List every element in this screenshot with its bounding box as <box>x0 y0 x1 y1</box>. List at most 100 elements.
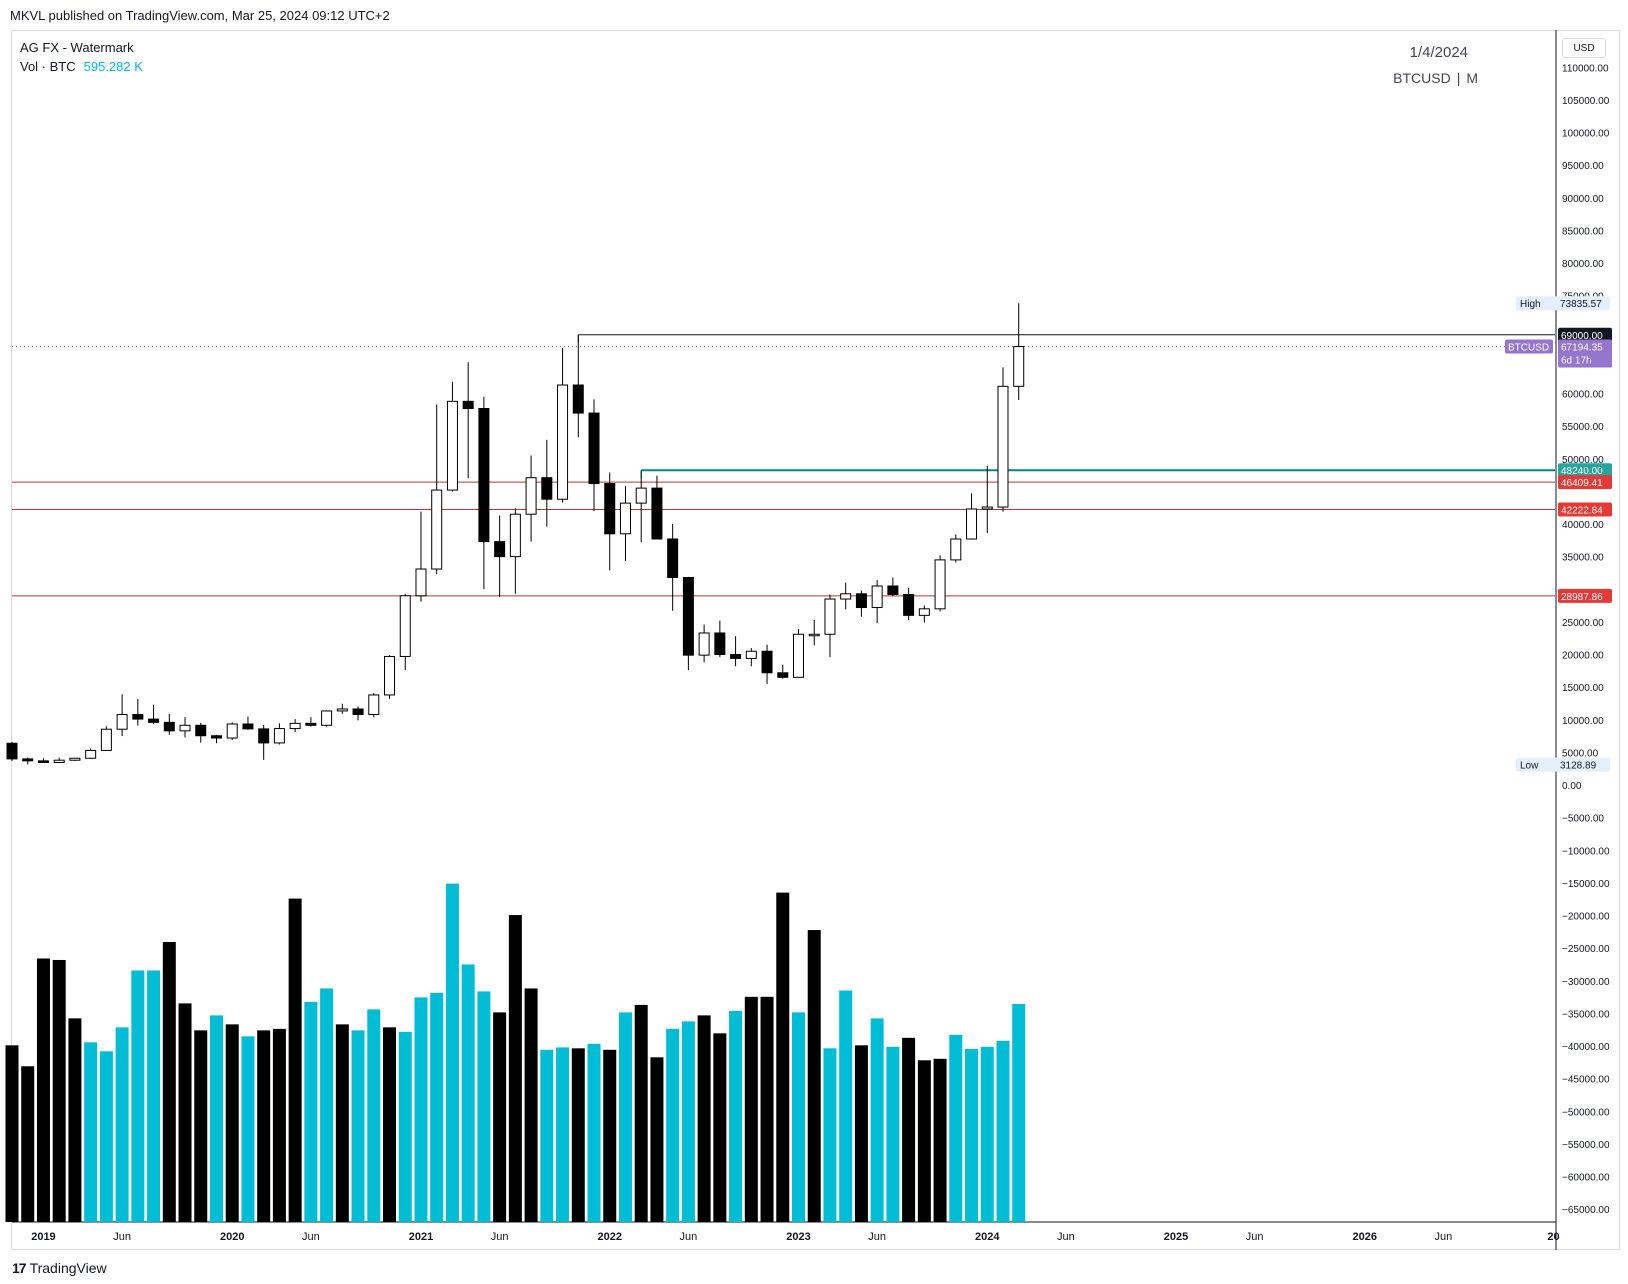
volume-bar <box>445 883 459 1222</box>
candle-body <box>651 487 663 540</box>
volume-bar <box>194 1030 208 1222</box>
candle-body <box>934 559 946 610</box>
price-tick-label: −55000.00 <box>1562 1140 1610 1151</box>
level-price-label-bg <box>1558 475 1612 490</box>
price-tick-label: 20000.00 <box>1562 651 1604 662</box>
time-tick-label: Jun <box>113 1231 131 1243</box>
candle-body <box>336 708 348 712</box>
volume-bar <box>225 1024 239 1222</box>
volume-bar <box>508 915 522 1222</box>
candle-body <box>179 724 191 732</box>
price-tick-label: −25000.00 <box>1562 944 1610 955</box>
time-tick-label: Jun <box>302 1231 320 1243</box>
volume-bar <box>367 1009 381 1222</box>
volume-bar <box>241 1036 255 1222</box>
candle-body <box>981 506 993 510</box>
volume-label: Vol · BTC <box>20 59 76 74</box>
candle-body <box>321 710 333 726</box>
volume-bar <box>493 1012 507 1222</box>
volume-bar <box>304 1001 318 1222</box>
time-tick-label: 2026 <box>1353 1231 1377 1243</box>
price-tick-label: −35000.00 <box>1562 1009 1610 1020</box>
volume-bar <box>430 992 444 1222</box>
volume-bar <box>933 1058 947 1222</box>
level-price-label: 42222.84 <box>1561 505 1603 516</box>
candle-body <box>462 400 474 410</box>
watermark-date: 1/4/2024 <box>1409 44 1468 61</box>
price-tick-label: −20000.00 <box>1562 912 1610 923</box>
volume-bar <box>713 1033 727 1222</box>
time-tick-label: 2020 <box>220 1231 244 1243</box>
candle-body <box>446 400 458 491</box>
legend-volume[interactable]: Vol · BTC 595.282 K <box>20 57 143 76</box>
candle-body <box>226 723 238 739</box>
volume-bar <box>886 1046 900 1222</box>
candle-body <box>682 577 694 656</box>
price-tick-label: 85000.00 <box>1562 226 1604 237</box>
volume-bar <box>524 988 538 1222</box>
candle-body <box>808 633 820 637</box>
candle-body <box>509 513 521 558</box>
time-tick-label: 2021 <box>409 1231 433 1243</box>
volume-bar <box>666 1028 680 1222</box>
candle-body <box>37 760 49 763</box>
candle-body <box>69 757 81 761</box>
time-tick-label: Jun <box>1246 1231 1264 1243</box>
candle-body <box>148 718 160 723</box>
volume-bar <box>398 1031 412 1222</box>
candle-body <box>887 585 899 595</box>
level-price-label-bg <box>1558 327 1612 342</box>
candle-body <box>399 595 411 657</box>
candle-body <box>950 538 962 561</box>
volume-bar <box>650 1057 664 1222</box>
candle-body <box>258 728 270 744</box>
price-tick-label: −5000.00 <box>1562 814 1604 825</box>
volume-bar <box>634 1004 648 1222</box>
volume-bar <box>335 1024 349 1222</box>
current-price-tag-bg <box>1558 339 1612 368</box>
published-header: MKVL published on TradingView.com, Mar 2… <box>10 8 390 23</box>
candle-body <box>793 633 804 678</box>
candle-body <box>478 408 490 543</box>
tradingview-brand[interactable]: 17 TradingView <box>12 1260 107 1276</box>
volume-bar <box>618 1012 632 1222</box>
time-tick-label: Jun <box>680 1231 698 1243</box>
time-tick-label: 2025 <box>1164 1231 1188 1243</box>
level-price-label-bg <box>1558 463 1612 478</box>
price-tick-label: 100000.00 <box>1562 129 1610 140</box>
candle-body <box>730 654 742 659</box>
volume-bar <box>949 1034 963 1222</box>
time-tick-label: 2022 <box>597 1231 621 1243</box>
time-tick-label: 2023 <box>786 1231 810 1243</box>
brand-name: TradingView <box>29 1260 107 1276</box>
candle-body <box>494 541 506 558</box>
volume-bar <box>760 996 774 1222</box>
candle-body <box>1013 346 1025 387</box>
candle-body <box>541 477 553 500</box>
candle-body <box>619 502 631 535</box>
volume-bar <box>587 1043 601 1222</box>
volume-value: 595.282 K <box>83 59 143 74</box>
level-price-label: 69000.00 <box>1561 331 1603 342</box>
candle-body <box>6 742 18 760</box>
candle-body <box>289 722 301 730</box>
candle-body <box>966 508 978 540</box>
candle-body <box>761 650 773 674</box>
volume-bar <box>461 964 475 1222</box>
volume-bar <box>209 1015 223 1222</box>
price-tick-label: −45000.00 <box>1562 1075 1610 1086</box>
candle-body <box>557 384 569 500</box>
price-tick-label: 110000.00 <box>1562 63 1609 74</box>
price-tick-label: 35000.00 <box>1562 553 1604 564</box>
price-tick-label: 10000.00 <box>1562 716 1604 727</box>
level-price-label-bg <box>1558 502 1612 517</box>
watermark-symbol-name: BTCUSD <box>1393 70 1451 86</box>
time-tick-label: 2019 <box>31 1231 55 1243</box>
low-marker-bg <box>1516 757 1610 772</box>
volume-bar <box>571 1048 585 1222</box>
legend-title[interactable]: AG FX - Watermark <box>20 40 134 55</box>
currency-button[interactable]: USD <box>1562 38 1606 58</box>
candle-body <box>210 735 222 739</box>
time-tick-label: Jun <box>1057 1231 1075 1243</box>
